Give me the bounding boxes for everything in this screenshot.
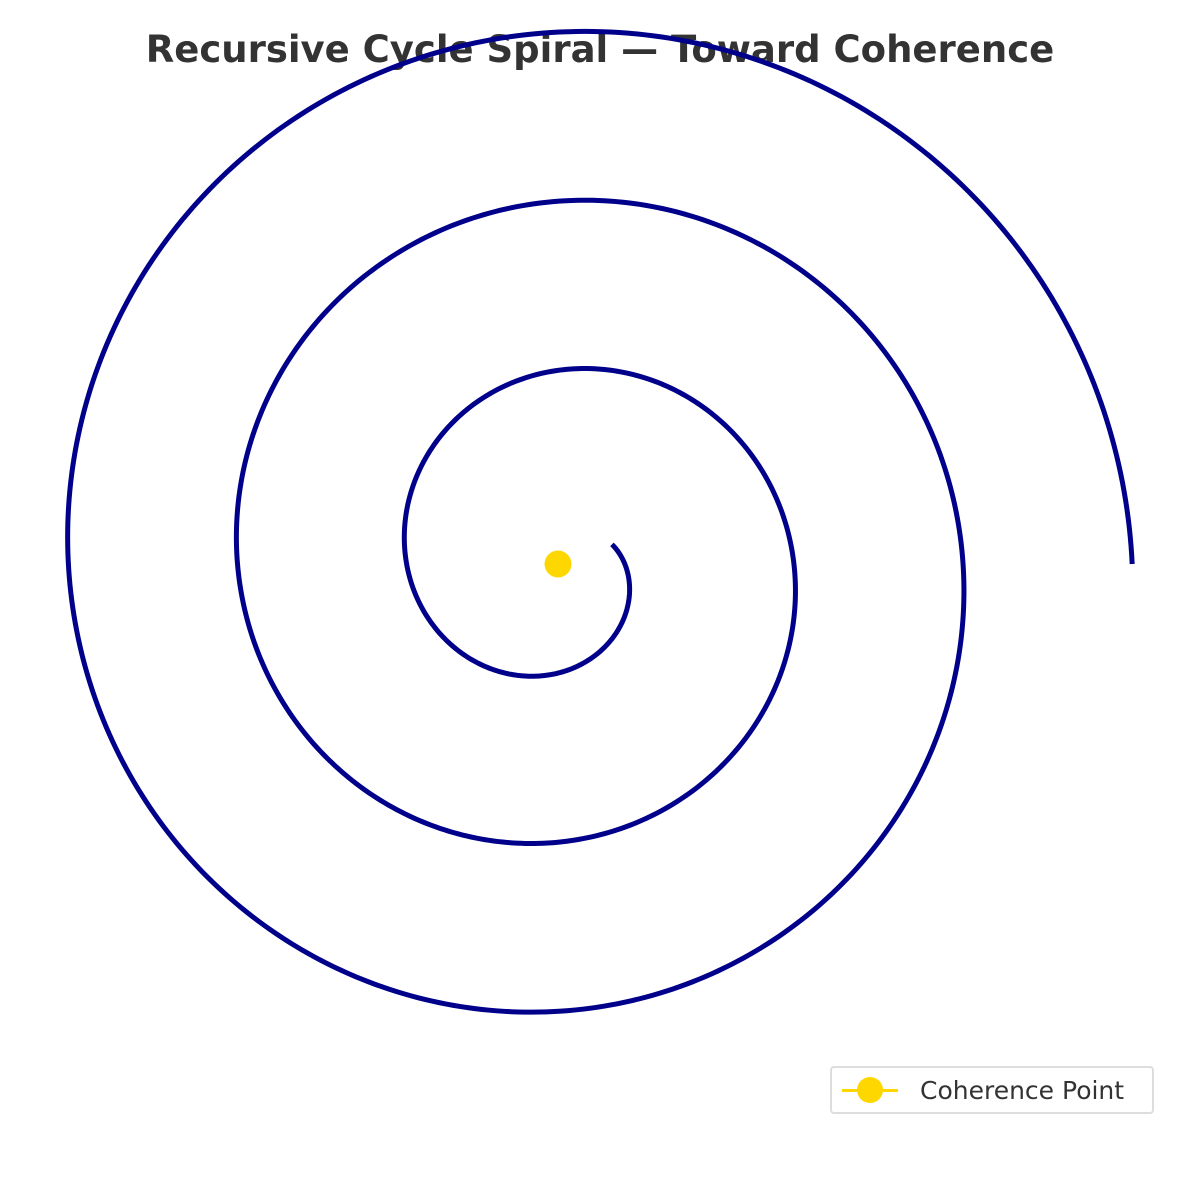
legend-handle bbox=[840, 1067, 900, 1113]
legend-marker bbox=[857, 1077, 883, 1103]
spiral-line bbox=[65, 28, 1135, 1015]
coherence-point-marker bbox=[544, 550, 572, 578]
chart-title: Recursive Cycle Spiral — Toward Coherenc… bbox=[145, 28, 1055, 71]
legend: Coherence Point bbox=[830, 1066, 1154, 1114]
legend-label: Coherence Point bbox=[920, 1075, 1125, 1105]
